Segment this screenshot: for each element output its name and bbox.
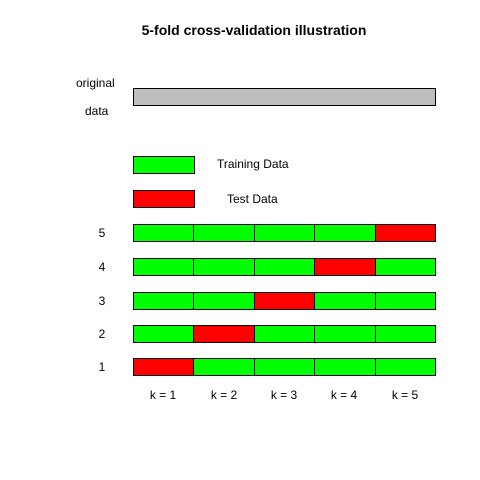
original-data-label-line2: data (85, 104, 109, 118)
original-data-bar (133, 88, 436, 106)
diagram-title: 5-fold cross-validation illustration (141, 22, 367, 38)
training-fold-cell-row1-k4 (314, 358, 376, 376)
training-fold-cell-row5-k1 (133, 224, 194, 242)
row-label-2: 2 (98, 327, 106, 341)
row-label-4: 4 (98, 260, 106, 274)
training-fold-cell-row2-k3 (254, 325, 315, 343)
test-fold-cell-row5-k5 (375, 224, 436, 242)
training-fold-cell-row2-k5 (375, 325, 436, 343)
training-fold-cell-row3-k5 (375, 292, 436, 310)
original-data-label-line1: original (76, 76, 115, 90)
training-fold-cell-row4-k1 (133, 258, 194, 276)
legend-training-label: Training Data (217, 157, 289, 171)
training-fold-cell-row2-k4 (314, 325, 376, 343)
legend-test-label: Test Data (227, 192, 278, 206)
k-label-2: k = 2 (210, 388, 238, 402)
training-fold-cell-row3-k1 (133, 292, 194, 310)
training-fold-cell-row1-k3 (254, 358, 315, 376)
test-fold-cell-row1-k1 (133, 358, 194, 376)
legend-training-swatch (133, 156, 195, 174)
training-fold-cell-row3-k2 (193, 292, 255, 310)
row-label-1: 1 (98, 360, 106, 374)
k-label-1: k = 1 (149, 388, 177, 402)
training-fold-cell-row4-k2 (193, 258, 255, 276)
row-label-3: 3 (98, 294, 106, 308)
training-fold-cell-row1-k5 (375, 358, 436, 376)
test-fold-cell-row4-k4 (314, 258, 376, 276)
training-fold-cell-row5-k2 (193, 224, 255, 242)
training-fold-cell-row4-k3 (254, 258, 315, 276)
training-fold-cell-row1-k2 (193, 358, 255, 376)
k-label-5: k = 5 (391, 388, 419, 402)
test-fold-cell-row3-k3 (254, 292, 315, 310)
k-label-3: k = 3 (270, 388, 298, 402)
training-fold-cell-row2-k1 (133, 325, 194, 343)
legend-test-swatch (133, 190, 195, 208)
training-fold-cell-row4-k5 (375, 258, 436, 276)
test-fold-cell-row2-k2 (193, 325, 255, 343)
training-fold-cell-row5-k4 (314, 224, 376, 242)
row-label-5: 5 (98, 226, 106, 240)
k-label-4: k = 4 (330, 388, 358, 402)
training-fold-cell-row3-k4 (314, 292, 376, 310)
training-fold-cell-row5-k3 (254, 224, 315, 242)
